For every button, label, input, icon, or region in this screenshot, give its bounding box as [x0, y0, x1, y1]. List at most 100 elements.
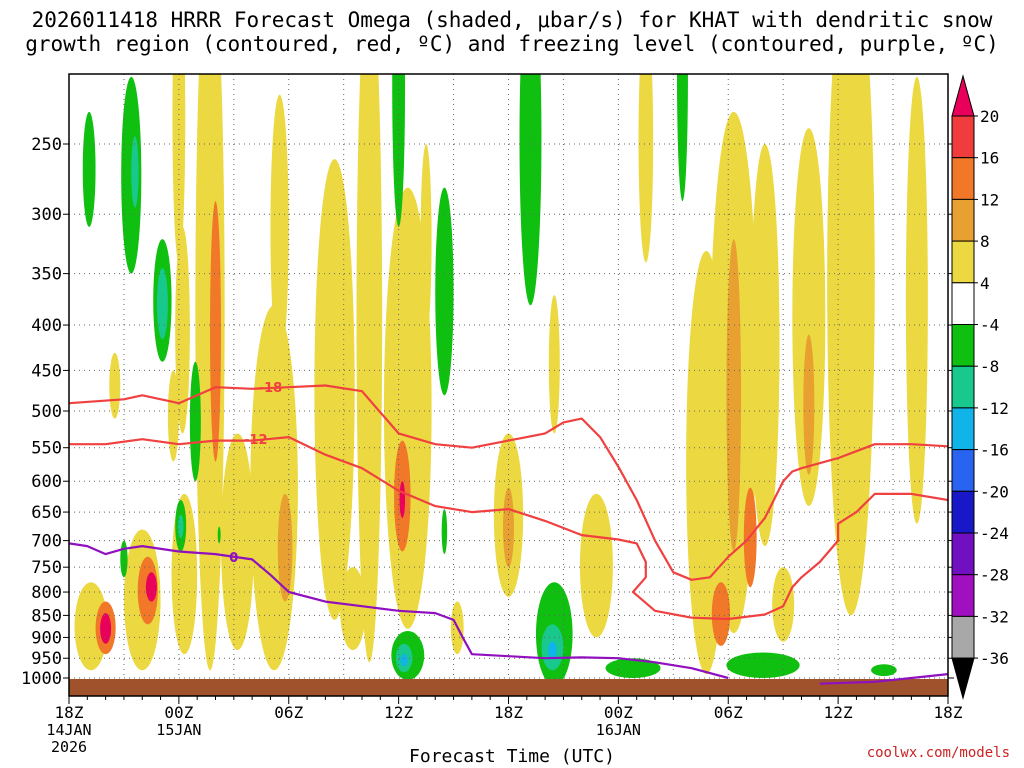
- omega-region: [177, 515, 184, 538]
- omega-region: [750, 144, 780, 547]
- y-tick-label: 400: [31, 316, 62, 336]
- omega-region: [172, 74, 186, 263]
- omega-region: [519, 74, 542, 306]
- omega-region: [547, 641, 558, 659]
- omega-region: [121, 76, 142, 274]
- omega-region: [871, 664, 897, 677]
- colorbar-swatch: [951, 240, 975, 284]
- colorbar-label: -32: [980, 607, 1009, 626]
- colorbar-label: -28: [980, 566, 1009, 585]
- contour-label: -12: [244, 433, 268, 448]
- y-tick-label: 350: [31, 265, 62, 285]
- omega-region: [726, 652, 800, 678]
- colorbar-label: -4: [980, 316, 999, 335]
- y-tick-label: 1000: [21, 669, 62, 689]
- colorbar-swatch: [951, 449, 975, 492]
- x-axis-label: Forecast Time (UTC): [409, 746, 615, 767]
- x-tick-label: 18Z: [934, 703, 963, 722]
- omega-region: [270, 94, 289, 362]
- omega-region: [400, 654, 408, 667]
- colorbar-label: -24: [980, 524, 1009, 543]
- y-tick-label: 550: [31, 439, 62, 459]
- omega-region: [638, 74, 654, 263]
- colorbar-label: -36: [980, 649, 1009, 668]
- omega-region: [120, 540, 128, 578]
- omega-region: [109, 352, 121, 419]
- x-tick-label: 18Z: [55, 703, 84, 722]
- omega-region: [340, 567, 366, 651]
- terrain-surface: [69, 679, 948, 696]
- y-tick-label: 900: [31, 628, 62, 648]
- x-tick-year: 2026: [51, 738, 87, 756]
- omega-region: [277, 493, 293, 602]
- omega-region: [676, 74, 688, 202]
- colorbar-swatch: [951, 365, 975, 409]
- x-tick-label: 00Z: [604, 703, 633, 722]
- x-tick-date: 16JAN: [596, 721, 641, 739]
- omega-region: [131, 136, 139, 208]
- omega-region: [399, 481, 406, 518]
- y-tick-label: 300: [31, 205, 62, 225]
- y-tick-label: 700: [31, 532, 62, 552]
- omega-region: [167, 370, 179, 462]
- omega-region: [156, 268, 168, 340]
- x-tick-label: 00Z: [164, 703, 193, 722]
- omega-region: [356, 74, 383, 663]
- colorbar-swatch: [951, 324, 975, 367]
- omega-region: [175, 226, 190, 434]
- contour-label: -18: [259, 381, 283, 396]
- x-tick-label: 12Z: [384, 703, 413, 722]
- omega-region: [392, 74, 406, 227]
- omega-region: [711, 582, 731, 646]
- omega-region: [579, 493, 613, 638]
- contours: -18 -12 0: [69, 381, 948, 685]
- omega-region: [220, 433, 254, 651]
- omega-region: [217, 526, 221, 544]
- colorbar: 20 16 12 8 4 -4 -8 -12 -16 -20 -24 -28 -32 -36: [951, 74, 1009, 700]
- colorbar-label: 8: [980, 232, 990, 251]
- contour-label: 0: [229, 551, 238, 566]
- y-tick-label: 800: [31, 583, 62, 603]
- omega-region: [435, 187, 454, 396]
- y-tick-label: 500: [31, 402, 62, 422]
- y-tick-label: 650: [31, 503, 62, 523]
- omega-region: [441, 509, 448, 555]
- x-tick-label: 12Z: [824, 703, 853, 722]
- colorbar-label: 12: [980, 190, 999, 209]
- freezing-level-contour: [69, 542, 729, 680]
- omega-region: [503, 487, 514, 568]
- x-tick-label: 06Z: [274, 703, 303, 722]
- omega-region: [100, 613, 112, 644]
- y-tick-label: 850: [31, 606, 62, 626]
- y-tick-label: 450: [31, 361, 62, 381]
- omega-region: [726, 239, 742, 552]
- colorbar-label: 16: [980, 149, 999, 168]
- omega-region: [905, 76, 928, 524]
- colorbar-label: 4: [980, 274, 990, 293]
- colorbar-swatch: [951, 407, 975, 451]
- omega-region: [605, 658, 661, 678]
- axes: 2503003504004505005506006507007508008509…: [21, 73, 963, 756]
- y-tick-label: 250: [31, 135, 62, 155]
- y-tick-label: 600: [31, 472, 62, 492]
- colorbar-label: -16: [980, 441, 1009, 460]
- x-tick-date: 15JAN: [156, 721, 201, 739]
- x-tick-label: 06Z: [714, 703, 743, 722]
- omega-region: [803, 334, 815, 475]
- chart-title-line1: 2026011418 HRRR Forecast Omega (shaded, …: [31, 8, 993, 32]
- omega-region: [548, 295, 560, 434]
- colorbar-swatch: [951, 115, 975, 159]
- freezing-level-contour: [819, 673, 948, 685]
- colorbar-swatch: [951, 532, 975, 576]
- omega-region: [314, 159, 355, 620]
- x-tick-date: 14JAN: [46, 721, 91, 739]
- dgz-contour: [69, 384, 948, 581]
- colorbar-swatch: [951, 574, 975, 617]
- dgz-contour: [69, 436, 948, 621]
- colorbar-swatch: [951, 490, 975, 534]
- colorbar-swatch: [951, 282, 975, 325]
- omega-region: [74, 582, 108, 671]
- omega-region: [82, 111, 96, 227]
- colorbar-swatch: [951, 157, 975, 200]
